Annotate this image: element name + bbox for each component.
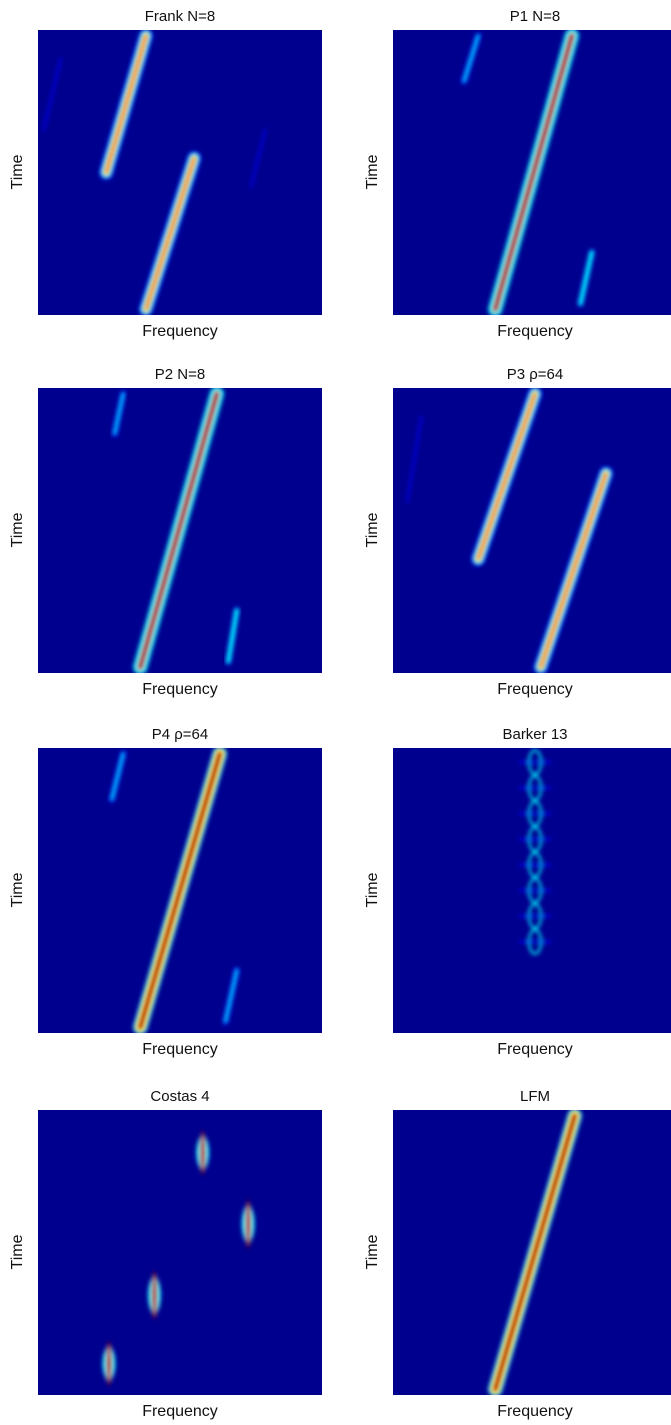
x-axis-label: Frequency bbox=[142, 323, 218, 340]
x-axis-label: Frequency bbox=[497, 1403, 573, 1420]
x-axis-label: Frequency bbox=[142, 681, 218, 698]
x-axis-label: Frequency bbox=[497, 323, 573, 340]
heatmap-plot bbox=[38, 30, 322, 315]
chart-title: LFM bbox=[520, 1088, 550, 1105]
chart-title: P4 ρ=64 bbox=[151, 726, 209, 743]
heatmap-feature bbox=[471, 388, 542, 566]
heatmap-plot bbox=[38, 388, 322, 673]
heatmap-feature bbox=[133, 748, 227, 1033]
sidelobe-lattice bbox=[519, 749, 551, 955]
heatmap-feature bbox=[488, 1110, 582, 1395]
heatmap-plot bbox=[393, 30, 671, 315]
chart-title: Frank N=8 bbox=[144, 8, 216, 25]
heatmap-feature bbox=[250, 128, 267, 188]
heatmap-plot bbox=[38, 1110, 322, 1395]
x-axis-label: Frequency bbox=[142, 1403, 218, 1420]
heatmap-feature bbox=[225, 607, 240, 665]
heatmap-feature bbox=[138, 151, 202, 315]
heatmap-feature bbox=[99, 30, 153, 180]
heatmap-plot bbox=[393, 1110, 671, 1395]
y-axis-label: Time bbox=[364, 1234, 381, 1269]
y-axis-label: Time bbox=[9, 872, 26, 907]
x-axis-label: Frequency bbox=[497, 1041, 573, 1058]
heatmap-feature bbox=[133, 388, 224, 673]
x-axis-label: Frequency bbox=[497, 681, 573, 698]
heatmap-plot bbox=[38, 748, 322, 1033]
x-axis-label: Frequency bbox=[142, 1041, 218, 1058]
y-axis-label: Time bbox=[364, 512, 381, 547]
y-axis-label: Time bbox=[9, 1234, 26, 1269]
y-axis-label: Time bbox=[364, 154, 381, 189]
heatmap-feature bbox=[406, 415, 423, 503]
chart-title: P2 N=8 bbox=[154, 366, 206, 383]
plot-background bbox=[38, 1110, 322, 1395]
plot-background bbox=[393, 388, 671, 673]
heatmap-feature bbox=[108, 750, 127, 803]
heatmap-feature bbox=[577, 249, 595, 307]
heatmap-feature bbox=[533, 466, 613, 673]
heatmap-feature bbox=[488, 30, 579, 315]
heatmap-plot bbox=[393, 748, 671, 1033]
y-axis-label: Time bbox=[364, 872, 381, 907]
chart-title: P1 N=8 bbox=[509, 8, 561, 25]
heatmap-feature bbox=[222, 967, 240, 1025]
heatmap-feature bbox=[42, 57, 62, 131]
heatmap-feature bbox=[461, 32, 482, 85]
y-axis-label: Time bbox=[9, 512, 26, 547]
heatmap-feature bbox=[111, 390, 127, 437]
y-axis-label: Time bbox=[9, 154, 26, 189]
plot-background bbox=[38, 30, 322, 315]
chart-title: Barker 13 bbox=[502, 726, 568, 743]
chart-title: P3 ρ=64 bbox=[506, 366, 564, 383]
heatmap-plot bbox=[393, 388, 671, 673]
chart-title: Costas 4 bbox=[150, 1088, 210, 1105]
